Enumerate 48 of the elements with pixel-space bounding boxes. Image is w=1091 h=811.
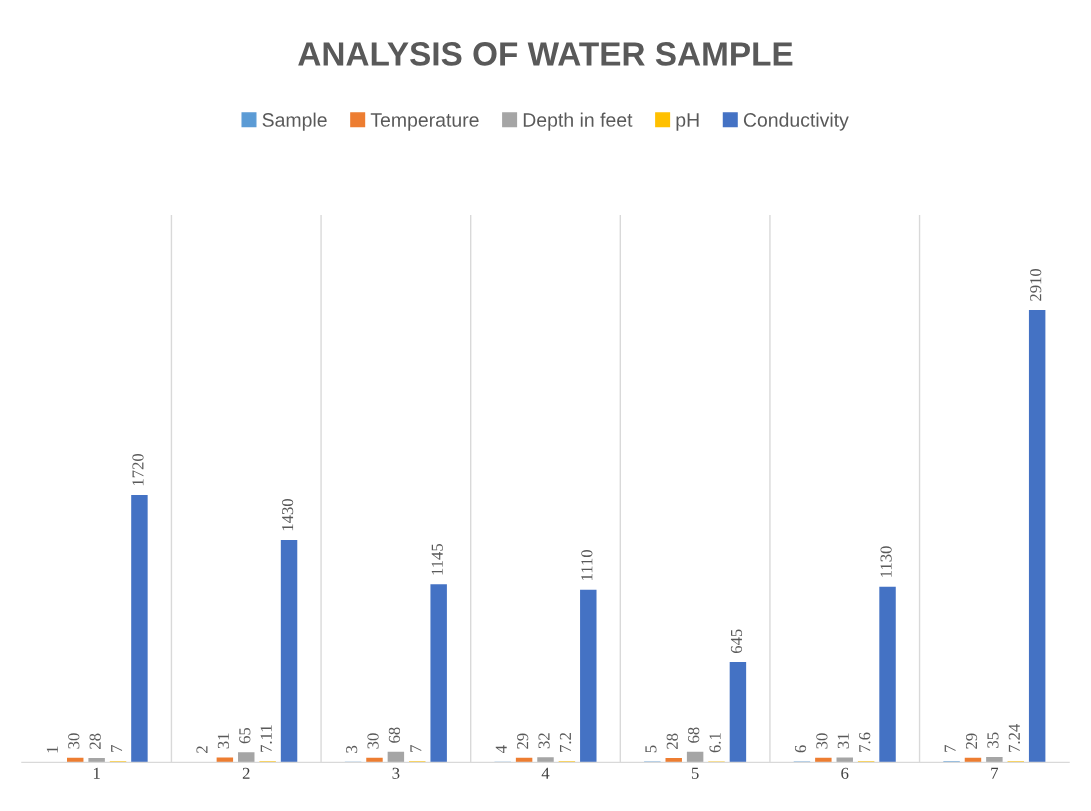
data-label: 31 [837, 733, 849, 749]
x-tick-label: 5 [691, 767, 699, 779]
data-label: 7.6 [859, 732, 871, 752]
x-tick-label: 6 [841, 767, 849, 779]
x-tick-label: 2 [242, 767, 250, 779]
data-label: 1720 [132, 453, 144, 486]
data-label: 645 [730, 629, 743, 654]
legend-label: Depth in feet [523, 112, 633, 131]
data-label: 2910 [1030, 268, 1042, 301]
data-label: 6 [794, 745, 807, 753]
data-label: 30 [68, 733, 80, 749]
data-label: 30 [816, 733, 828, 749]
data-label: 65 [239, 727, 251, 744]
legend-label: Conductivity [743, 112, 849, 131]
data-label: 30 [367, 733, 379, 749]
data-label: 4 [495, 745, 507, 754]
data-label: 35 [987, 732, 999, 748]
data-label: 28 [89, 733, 101, 749]
legend-label: pH [676, 113, 699, 131]
data-label: 7.24 [1008, 723, 1021, 752]
data-label: 5 [645, 745, 657, 753]
data-label: 2 [196, 746, 208, 753]
data-label: 29 [517, 733, 529, 749]
data-label: 29 [965, 733, 978, 749]
data-label: 7.2 [559, 732, 572, 752]
data-label: 7 [111, 745, 123, 752]
data-label: 3 [346, 745, 358, 753]
data-label: 7.11 [260, 725, 272, 752]
legend-label: Sample [262, 112, 327, 131]
x-tick-label: 1 [93, 767, 100, 779]
data-label: 28 [666, 733, 678, 749]
data-label: 68 [388, 727, 401, 743]
data-label: 31 [217, 733, 230, 749]
data-label: 1110 [581, 549, 593, 580]
data-label: 1 [46, 746, 58, 753]
data-label: 7 [410, 745, 422, 752]
chart-title: ANALYSIS OF WATER SAMPLE [298, 42, 793, 66]
data-label: 1430 [281, 498, 294, 531]
data-label: 1130 [880, 546, 892, 577]
legend-label: Temperature [370, 113, 479, 131]
data-label: 68 [688, 727, 700, 743]
data-label: 7 [944, 745, 956, 752]
x-tick-label: 7 [991, 767, 999, 779]
data-label: 6.1 [709, 733, 721, 753]
x-tick-label: 4 [541, 767, 550, 779]
x-tick-label: 3 [392, 767, 400, 779]
data-label: 32 [538, 733, 550, 749]
data-label: 1145 [431, 543, 443, 575]
